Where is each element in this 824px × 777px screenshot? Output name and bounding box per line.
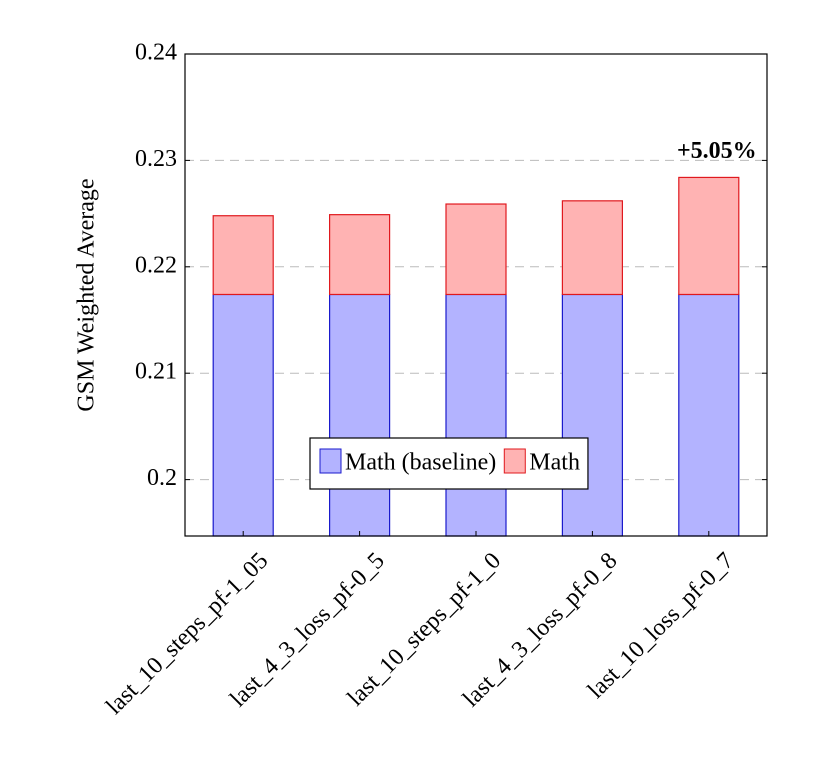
- plot-frame: [184, 53, 768, 537]
- bar: [561, 200, 624, 296]
- bar: [212, 215, 274, 296]
- bar: [329, 293, 391, 537]
- y-tick-label: 0.22: [135, 252, 177, 278]
- bar: [445, 293, 507, 537]
- legend-swatch: [503, 448, 526, 474]
- y-tick-label: 0.24: [135, 40, 177, 66]
- bar: [678, 293, 740, 537]
- y-tick-label: 0.23: [135, 146, 177, 172]
- bar: [329, 214, 391, 296]
- legend-label: Math: [529, 450, 580, 476]
- bar: [561, 293, 624, 537]
- legend: [309, 437, 589, 490]
- legend-label: Math (baseline): [345, 450, 496, 476]
- annotation: +5.05%: [677, 138, 757, 164]
- y-tick-label: 0.2: [147, 465, 177, 491]
- y-axis-label: GSM Weighted Average: [74, 178, 100, 411]
- bar: [445, 203, 507, 296]
- bar: [212, 293, 274, 537]
- y-tick-label: 0.21: [135, 359, 177, 385]
- legend-swatch: [319, 448, 342, 474]
- bar: [678, 176, 740, 296]
